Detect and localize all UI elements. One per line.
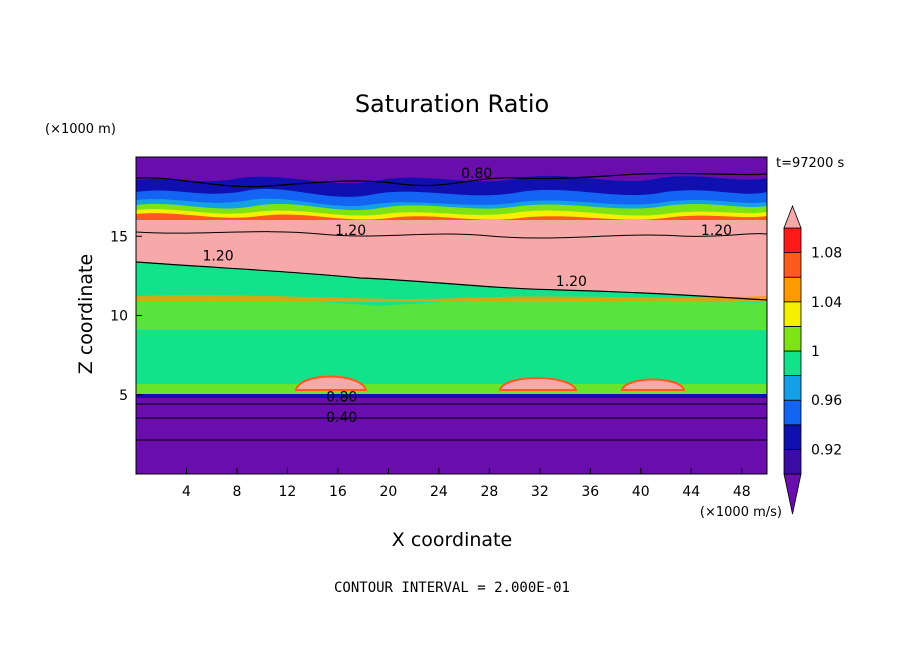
x-tick-label: 32 [531, 484, 549, 500]
band-mid-orange [136, 295, 767, 302]
colorbar-segment [783, 301, 802, 327]
contour-label: 0.80 [461, 166, 492, 182]
contour-label: 1.20 [202, 248, 233, 264]
dome-1 [294, 375, 368, 391]
colorbar-tick-label: 1.08 [811, 246, 842, 262]
band-cloud-base [136, 384, 767, 396]
contour-label: 0.80 [326, 390, 357, 406]
colorbar-tick-label: 0.92 [811, 442, 842, 458]
y-tick-label: 5 [119, 388, 128, 404]
contour-label: 1.20 [701, 223, 732, 239]
x-axis-ticks: 4 8 12 16 20 24 28 32 36 40 44 48 [182, 468, 751, 500]
x-tick-label: 40 [632, 484, 650, 500]
x-tick-label: 36 [581, 484, 599, 500]
x-tick-label: 16 [329, 484, 347, 500]
colorbar-segment [783, 448, 802, 475]
contour-label: 1.20 [556, 274, 587, 290]
colorbar-segment [783, 227, 802, 254]
band-surface-edge [136, 394, 767, 398]
y-unit-label: (×1000 m) [45, 122, 116, 137]
contour-label: 1.20 [335, 223, 366, 239]
colorbar-tick-label: 1.04 [811, 295, 842, 311]
colorbar-segment [783, 325, 802, 352]
x-unit-label: (×1000 m/s) [700, 505, 782, 520]
band-surface [136, 394, 767, 474]
contour-labels: 0.80 1.20 1.20 1.20 1.20 0.80 0.40 [202, 166, 732, 426]
y-axis-label: Z coordinate [75, 254, 97, 374]
x-axis-label: X coordinate [392, 529, 512, 551]
colorbar-tick-label: 0.96 [811, 393, 842, 409]
x-tick-label: 28 [480, 484, 498, 500]
colorbar: 0.92 0.96 1 1.04 1.08 [783, 204, 842, 515]
contour-line-upper [136, 172, 767, 188]
contour-line-cloud-top [136, 261, 767, 301]
time-label: t=97200 s [776, 156, 844, 171]
colorbar-segment [783, 399, 802, 426]
x-tick-label: 24 [430, 484, 448, 500]
colorbar-segment [783, 350, 802, 377]
colorbar-segment [783, 276, 802, 303]
band-pink [136, 220, 767, 300]
x-tick-label: 4 [182, 484, 191, 500]
band-mid-green [136, 297, 767, 330]
colorbar-arrow-high [783, 204, 802, 229]
contour-line-upper-2 [136, 231, 767, 239]
colorbar-segment [783, 424, 802, 450]
x-tick-label: 44 [682, 484, 700, 500]
contour-label: 0.40 [326, 410, 357, 426]
colorbar-tick-label: 1 [811, 344, 820, 360]
colorbar-segment [783, 252, 802, 278]
colorbar-arrow-low [783, 473, 802, 515]
contour-interval-label: CONTOUR INTERVAL = 2.000E-01 [334, 580, 570, 596]
y-tick-label: 15 [110, 229, 128, 245]
colorbar-segment [783, 375, 802, 401]
contour-field [136, 157, 767, 474]
dome-2 [498, 377, 578, 391]
y-axis-ticks: 5 10 15 [110, 229, 142, 404]
x-tick-label: 12 [279, 484, 297, 500]
dome-3 [620, 378, 686, 391]
x-tick-label: 48 [733, 484, 751, 500]
chart-title: Saturation Ratio [355, 90, 549, 118]
x-tick-label: 20 [379, 484, 397, 500]
x-tick-label: 8 [232, 484, 241, 500]
y-tick-label: 10 [110, 309, 128, 325]
